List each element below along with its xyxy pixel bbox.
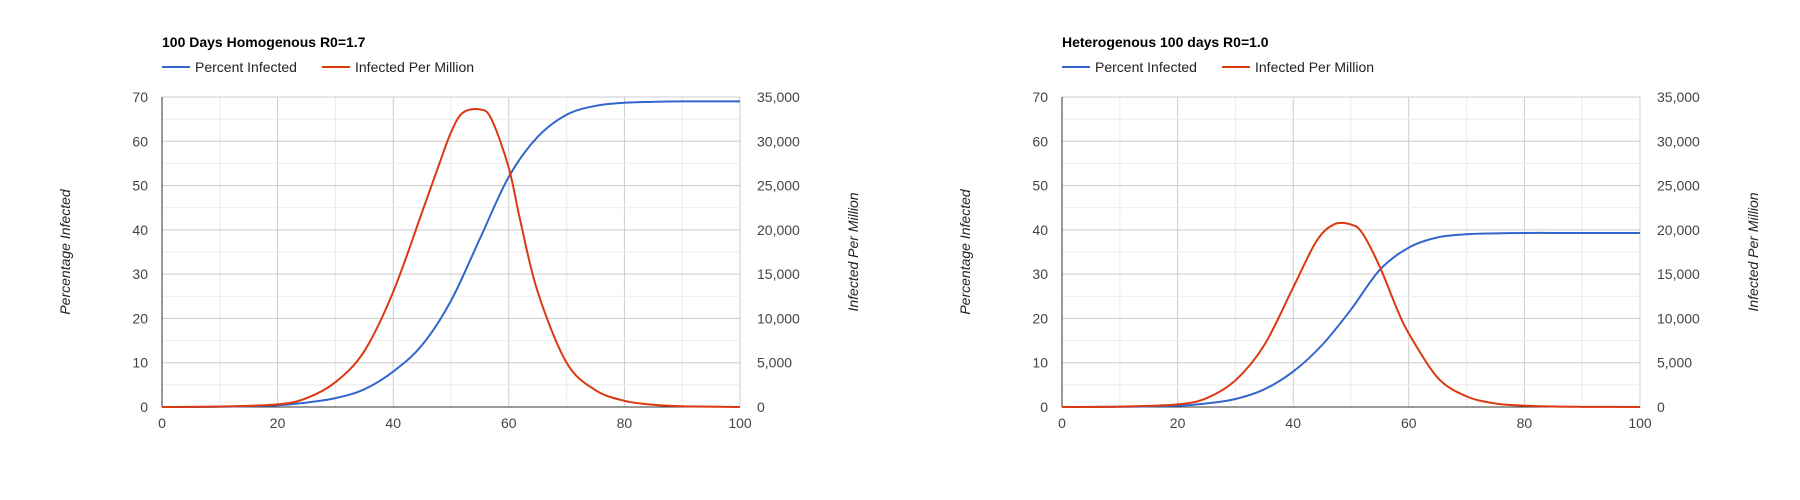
y-tick-label: 20 (1032, 310, 1048, 326)
y-tick-label: 20 (132, 310, 148, 326)
series-line-percent-infected (161, 100, 741, 408)
y2-tick-label: 10,000 (1657, 310, 1700, 326)
chart-homogenous: 100 Days Homogenous R0=1.7 Percent Infect… (57, 34, 861, 431)
y-tick-label: 60 (1032, 133, 1048, 149)
y2-tick-label: 35,000 (1657, 89, 1700, 105)
y2-tick-label: 20,000 (1657, 222, 1700, 238)
y2-tick-label: 0 (1657, 399, 1665, 415)
y2-axis-title: Infected Per Million (845, 192, 861, 311)
x-tick-label: 60 (1401, 415, 1417, 431)
y2-axis-title: Infected Per Million (1745, 192, 1761, 311)
x-tick-label: 40 (385, 415, 401, 431)
y2-tick-label: 15,000 (757, 266, 800, 282)
chart-title: 100 Days Homogenous R0=1.7 (162, 34, 366, 50)
y2-tick-label: 0 (757, 399, 765, 415)
series-line-infected-per-million (161, 107, 741, 408)
y2-tick-label: 25,000 (1657, 178, 1700, 194)
y2-tick-label: 5,000 (1657, 355, 1692, 371)
y-tick-label: 40 (132, 222, 148, 238)
series-line-infected-per-million (1061, 221, 1641, 408)
y-axis-title: Percentage Infected (57, 188, 73, 315)
y-tick-label: 50 (132, 178, 148, 194)
y2-tick-label: 35,000 (757, 89, 800, 105)
x-tick-label: 0 (158, 415, 166, 431)
x-tick-label: 80 (617, 415, 633, 431)
y2-tick-label: 15,000 (1657, 266, 1700, 282)
y-axis-title: Percentage Infected (957, 188, 973, 315)
legend-label: Percent Infected (195, 59, 297, 75)
series-line-percent-infected (1061, 231, 1640, 408)
y-tick-label: 30 (1032, 266, 1048, 282)
y2-tick-label: 5,000 (757, 355, 792, 371)
y-tick-label: 30 (132, 266, 148, 282)
legend-label: Infected Per Million (1255, 59, 1374, 75)
x-tick-label: 20 (270, 415, 286, 431)
legend-label: Infected Per Million (355, 59, 474, 75)
y-tick-label: 0 (140, 399, 148, 415)
y-tick-label: 50 (1032, 178, 1048, 194)
y-tick-label: 0 (1040, 399, 1048, 415)
y-tick-label: 70 (132, 89, 148, 105)
y2-tick-label: 20,000 (757, 222, 800, 238)
chart-title: Heterogenous 100 days R0=1.0 (1062, 34, 1269, 50)
x-tick-label: 80 (1517, 415, 1533, 431)
y-tick-label: 40 (1032, 222, 1048, 238)
y2-tick-label: 30,000 (1657, 133, 1700, 149)
x-tick-label: 60 (501, 415, 517, 431)
x-tick-label: 100 (728, 415, 752, 431)
y-tick-label: 60 (132, 133, 148, 149)
chart-svg: 100 Days Homogenous R0=1.7 Percent Infect… (57, 34, 861, 431)
y-tick-label: 70 (1032, 89, 1048, 105)
x-tick-label: 20 (1170, 415, 1186, 431)
x-tick-label: 100 (1628, 415, 1652, 431)
x-tick-label: 40 (1285, 415, 1301, 431)
y-tick-label: 10 (132, 355, 148, 371)
y2-tick-label: 30,000 (757, 133, 800, 149)
legend-label: Percent Infected (1095, 59, 1197, 75)
x-tick-label: 0 (1058, 415, 1066, 431)
chart-heterogenous: Heterogenous 100 days R0=1.0 Percent Infe… (900, 0, 1800, 500)
chart-svg: Heterogenous 100 days R0=1.0 Percent Infe… (957, 34, 1761, 431)
y-tick-label: 10 (1032, 355, 1048, 371)
y2-tick-label: 25,000 (757, 178, 800, 194)
y2-tick-label: 10,000 (757, 310, 800, 326)
